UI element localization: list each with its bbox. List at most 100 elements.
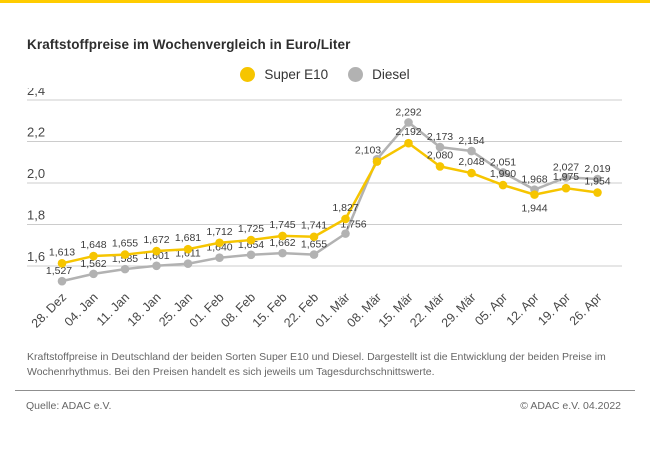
legend-label-diesel: Diesel xyxy=(372,66,410,82)
data-point-super-e10 xyxy=(341,214,350,224)
y-axis-label: 2,0 xyxy=(27,166,45,181)
data-point-diesel xyxy=(152,261,161,271)
data-point-diesel xyxy=(309,250,319,259)
top-accent-bar xyxy=(0,0,650,3)
legend-label-super-e10: Super E10 xyxy=(264,66,329,82)
data-label-diesel: 2,027 xyxy=(553,161,579,173)
x-axis-label: 29. Mär xyxy=(439,290,479,330)
data-label-super-e10: 1,975 xyxy=(553,171,579,183)
y-axis-label: 2,4 xyxy=(27,88,45,98)
data-point-super-e10 xyxy=(89,251,98,261)
data-point-diesel xyxy=(467,146,476,156)
data-point-diesel xyxy=(89,269,98,279)
y-axis-label: 1,6 xyxy=(27,249,45,264)
x-axis-label: 26. Apr xyxy=(567,290,605,328)
data-point-super-e10 xyxy=(467,168,476,178)
data-label-super-e10: 1,681 xyxy=(175,232,201,244)
data-point-super-e10 xyxy=(498,180,508,190)
data-label-super-e10: 1,613 xyxy=(49,246,75,258)
data-label-diesel: 1,562 xyxy=(80,258,106,270)
data-point-super-e10 xyxy=(593,188,602,197)
data-label-diesel: 1,601 xyxy=(143,250,169,262)
data-point-diesel xyxy=(498,168,508,177)
data-label-super-e10: 1,954 xyxy=(584,176,610,188)
data-point-super-e10 xyxy=(215,238,224,248)
data-label-diesel: 2,173 xyxy=(427,131,453,143)
data-label-super-e10: 1,827 xyxy=(332,202,358,214)
data-label-diesel: 2,154 xyxy=(458,135,484,147)
x-axis-label: 18. Jan xyxy=(125,290,164,329)
data-label-super-e10: 1,725 xyxy=(238,223,264,235)
x-axis-label: 05. Apr xyxy=(472,290,510,328)
data-point-super-e10 xyxy=(152,246,161,256)
data-label-diesel: 1,527 xyxy=(46,265,72,277)
data-label-diesel: 2,292 xyxy=(395,106,421,118)
data-point-super-e10 xyxy=(246,235,256,245)
legend-item-super-e10: Super E10 xyxy=(240,66,329,82)
data-label-super-e10: 1,672 xyxy=(143,234,169,246)
chart-legend: Super E10 Diesel xyxy=(0,64,650,84)
data-point-diesel xyxy=(120,264,130,274)
y-axis-label: 2,2 xyxy=(27,125,45,140)
series-line-diesel xyxy=(60,121,599,283)
data-label-diesel: 2,019 xyxy=(584,163,610,175)
data-label-super-e10: 1,990 xyxy=(490,168,516,180)
data-point-super-e10 xyxy=(57,259,67,268)
data-point-diesel xyxy=(215,253,224,262)
copyright-note: © ADAC e.V. 04.2022 xyxy=(520,400,621,412)
data-label-diesel: 1,585 xyxy=(112,253,138,265)
data-label-super-e10: 2,192 xyxy=(395,126,421,138)
page-title: Kraftstoffpreise im Wochenvergleich in E… xyxy=(27,37,351,52)
source-note: Quelle: ADAC e.V. xyxy=(26,400,112,412)
x-axis-label: 01. Mär xyxy=(313,290,353,330)
data-label-super-e10: 2,048 xyxy=(458,156,484,168)
data-point-super-e10 xyxy=(183,244,193,254)
series-line-super-e10 xyxy=(60,141,599,265)
data-point-diesel xyxy=(435,142,445,152)
data-point-super-e10 xyxy=(561,183,571,193)
x-axis-label: 01. Feb xyxy=(187,290,227,330)
data-label-super-e10: 1,712 xyxy=(206,226,232,238)
data-point-super-e10 xyxy=(404,138,413,148)
data-point-diesel xyxy=(57,276,67,286)
data-point-super-e10 xyxy=(278,231,287,241)
x-axis-label: 28. Dez xyxy=(29,290,69,330)
data-label-super-e10: 1,655 xyxy=(112,238,138,250)
x-axis-label: 08. Mär xyxy=(344,290,384,330)
x-axis-label: 15. Mär xyxy=(376,290,416,330)
data-point-super-e10 xyxy=(372,157,382,166)
legend-marker-diesel xyxy=(348,66,364,82)
data-point-diesel xyxy=(593,174,602,184)
data-label-super-e10: 1,944 xyxy=(521,203,547,215)
data-label-super-e10: 1,741 xyxy=(301,220,327,232)
data-label-super-e10: 1,745 xyxy=(269,219,295,231)
x-axis-label: 12. Apr xyxy=(504,290,542,328)
data-point-diesel xyxy=(341,229,350,238)
data-point-diesel xyxy=(278,248,287,258)
x-axis-label: 22. Mär xyxy=(407,290,447,330)
x-axis-label: 19. Apr xyxy=(535,290,573,328)
data-point-diesel xyxy=(246,250,256,260)
data-label-diesel: 1,655 xyxy=(301,239,327,251)
legend-item-diesel: Diesel xyxy=(348,66,410,82)
data-point-diesel xyxy=(183,259,193,269)
data-point-super-e10 xyxy=(309,232,319,242)
x-axis-label: 15. Feb xyxy=(250,290,290,330)
data-point-diesel xyxy=(561,173,571,182)
data-point-diesel xyxy=(404,118,413,127)
x-axis-label: 11. Jan xyxy=(94,290,132,328)
x-axis-label: 22. Feb xyxy=(281,290,321,330)
data-label-super-e10: 2,080 xyxy=(427,149,453,161)
x-axis-label: 04. Jan xyxy=(62,290,101,329)
footer-divider xyxy=(15,390,635,391)
y-axis-label: 1,8 xyxy=(27,208,45,223)
chart-description: Kraftstoffpreise in Deutschland der beid… xyxy=(27,351,606,378)
x-axis-label: 08. Feb xyxy=(218,290,258,330)
data-label-diesel: 1,968 xyxy=(521,174,547,186)
data-label-super-e10: 2,103 xyxy=(355,145,381,157)
data-label-diesel: 1,662 xyxy=(269,237,295,249)
data-label-diesel: 2,051 xyxy=(490,156,516,168)
data-point-super-e10 xyxy=(530,190,539,199)
